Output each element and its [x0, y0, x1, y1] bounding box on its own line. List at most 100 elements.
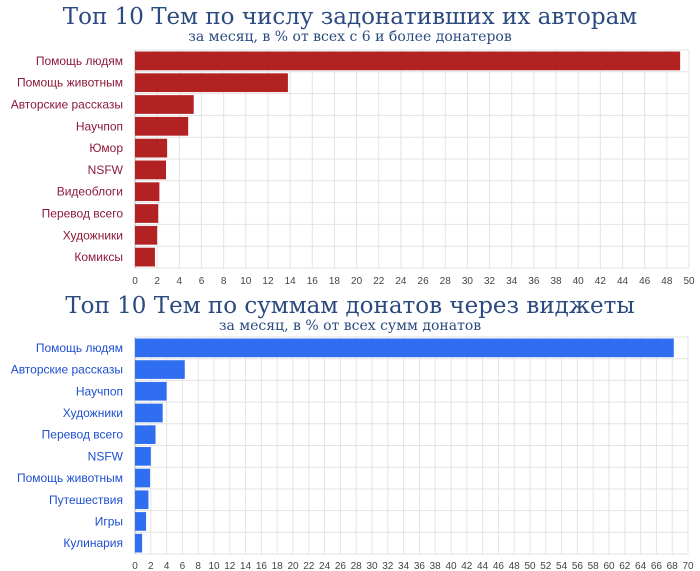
bar — [135, 533, 143, 553]
category-label: Игры — [95, 514, 123, 528]
x-tick-label: 48 — [509, 561, 521, 571]
x-tick-label: 26 — [418, 276, 430, 287]
x-tick-label: 18 — [272, 561, 284, 571]
chart-1-plot: Помощь людям Помощь животным Авторские рас… — [11, 49, 695, 287]
bar — [135, 338, 674, 358]
x-tick-label: 26 — [335, 561, 347, 571]
x-tick-label: 58 — [588, 561, 600, 571]
x-tick-label: 70 — [682, 561, 694, 571]
x-tick-label: 14 — [240, 561, 252, 571]
category-label: Научпоп — [76, 384, 123, 398]
category-label: Помощь животным — [17, 471, 123, 485]
x-tick-label: 38 — [550, 276, 562, 287]
bar — [135, 225, 158, 245]
bar — [135, 160, 167, 180]
x-tick-label: 42 — [461, 561, 473, 571]
x-tick-label: 6 — [199, 276, 205, 287]
category-label: Перевод всего — [42, 428, 124, 442]
bar — [135, 51, 681, 71]
x-tick-label: 62 — [619, 561, 631, 571]
x-tick-label: 68 — [667, 561, 679, 571]
x-tick-label: 20 — [287, 561, 299, 571]
category-label: Помощь людям — [36, 341, 123, 355]
bar — [135, 116, 189, 136]
x-tick-label: 12 — [224, 561, 236, 571]
bar — [135, 447, 151, 466]
x-tick-label: 14 — [285, 276, 297, 287]
x-tick-label: 0 — [132, 276, 138, 287]
x-tick-label: 22 — [303, 561, 315, 571]
x-tick-label: 0 — [132, 561, 138, 571]
x-tick-label: 4 — [177, 276, 183, 287]
chart-2-title: Топ 10 Тем по суммам донатов через видже… — [65, 293, 635, 319]
x-tick-label: 22 — [373, 276, 385, 287]
bar — [135, 204, 159, 223]
x-tick-label: 10 — [240, 276, 252, 287]
bar — [135, 512, 147, 531]
category-label: Научпоп — [76, 119, 123, 133]
chart-1-subtitle: за месяц, в % от всех с 6 и более донате… — [188, 29, 512, 45]
bar — [135, 73, 288, 93]
x-tick-label: 60 — [603, 561, 615, 571]
bar — [135, 403, 163, 423]
bar — [135, 425, 156, 444]
x-tick-label: 44 — [477, 561, 489, 571]
category-label: NSFW — [88, 163, 124, 177]
x-tick-label: 50 — [524, 561, 536, 571]
x-tick-label: 32 — [484, 276, 496, 287]
bar — [135, 360, 185, 379]
x-tick-label: 50 — [683, 276, 695, 287]
x-tick-label: 10 — [208, 561, 220, 571]
x-tick-label: 30 — [366, 561, 378, 571]
x-tick-label: 46 — [493, 561, 505, 571]
x-tick-label: 40 — [573, 276, 585, 287]
x-tick-label: 36 — [414, 561, 426, 571]
bar — [135, 182, 160, 202]
x-tick-label: 42 — [595, 276, 607, 287]
x-tick-label: 12 — [262, 276, 274, 287]
x-tick-label: 30 — [462, 276, 474, 287]
category-label: Видеоблоги — [57, 185, 123, 199]
category-label: Комиксы — [74, 250, 123, 264]
category-label: Авторские рассказы — [11, 363, 123, 377]
x-tick-label: 52 — [540, 561, 552, 571]
bar — [135, 468, 151, 488]
x-tick-label: 34 — [506, 276, 518, 287]
x-tick-label: 2 — [148, 561, 154, 571]
x-tick-label: 8 — [221, 276, 227, 287]
x-tick-label: 46 — [639, 276, 651, 287]
category-label: Юмор — [89, 141, 123, 155]
chart-2-grid — [134, 336, 689, 555]
x-tick-label: 48 — [661, 276, 673, 287]
category-label: Авторские рассказы — [11, 98, 123, 112]
category-label: Художники — [63, 406, 123, 420]
x-tick-label: 34 — [398, 561, 410, 571]
x-tick-label: 38 — [430, 561, 442, 571]
x-tick-label: 66 — [651, 561, 663, 571]
x-tick-label: 28 — [440, 276, 452, 287]
category-label: Путешествия — [49, 493, 123, 507]
x-tick-label: 40 — [445, 561, 457, 571]
bar — [135, 138, 168, 158]
x-tick-label: 54 — [556, 561, 568, 571]
category-label: Помощь животным — [17, 76, 123, 90]
x-tick-label: 4 — [164, 561, 170, 571]
chart-2-plot: Помощь людям Авторские рассказы Научпоп Худ… — [11, 336, 694, 571]
bar — [135, 247, 155, 267]
x-tick-label: 16 — [307, 276, 319, 287]
category-label: Перевод всего — [42, 207, 124, 221]
category-label: NSFW — [88, 449, 124, 463]
category-label: Кулинария — [63, 536, 123, 550]
chart-2-subtitle: за месяц, в % от всех сумм донатов — [218, 318, 482, 334]
bar — [135, 490, 149, 510]
chart-1-title: Топ 10 Тем по числу задонативших их авто… — [62, 4, 638, 30]
x-tick-label: 18 — [329, 276, 341, 287]
bar — [135, 381, 167, 401]
x-tick-label: 56 — [572, 561, 584, 571]
x-tick-label: 20 — [351, 276, 363, 287]
category-label: Помощь людям — [36, 54, 123, 68]
x-tick-label: 16 — [256, 561, 268, 571]
x-tick-label: 24 — [319, 561, 331, 571]
x-tick-label: 44 — [617, 276, 629, 287]
x-tick-label: 8 — [195, 561, 201, 571]
